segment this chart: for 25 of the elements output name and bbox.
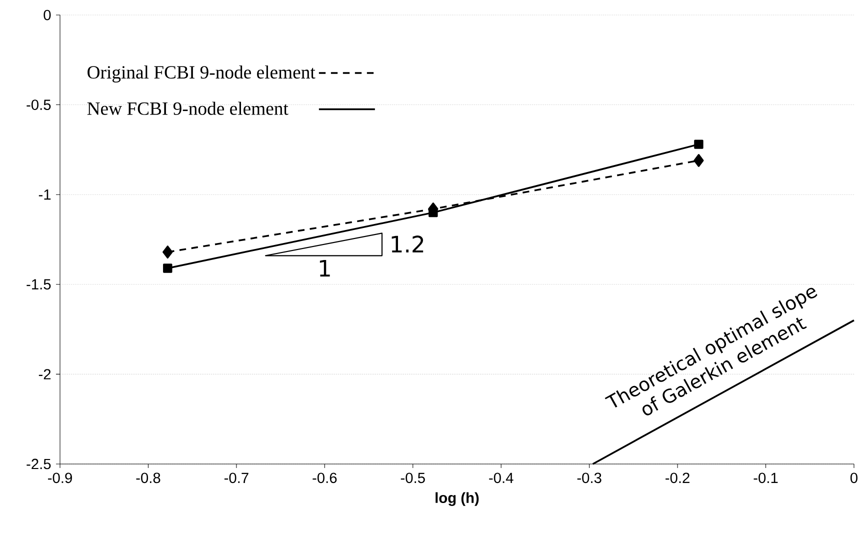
point <box>694 140 704 149</box>
x-tick-label: 0 <box>850 472 858 484</box>
point <box>162 246 173 259</box>
x-tick-label: -0.3 <box>577 472 602 484</box>
y-tick-label: -2 <box>38 369 51 380</box>
x-axis-title: log (h) <box>436 492 479 506</box>
x-tick-label: -0.1 <box>754 472 778 484</box>
point <box>163 264 172 273</box>
y-tick-label: -1 <box>38 190 51 200</box>
annotation: 1 <box>320 260 330 276</box>
point <box>694 154 704 167</box>
x-tick-label: -0.4 <box>489 472 514 484</box>
x-tick-label: -0.2 <box>666 472 690 484</box>
x-tick-label: -0.8 <box>136 472 160 484</box>
y-tick-label: -2.5 <box>26 458 51 470</box>
x-tick-label: -0.6 <box>312 472 337 484</box>
x-tick-label: -0.9 <box>48 472 72 484</box>
x-tick-label: -0.5 <box>400 472 425 484</box>
legend-label: Original FCBI 9-node element <box>88 65 316 82</box>
y-tick-label: 0 <box>44 10 51 20</box>
legend-label: New FCBI 9-node element <box>87 102 288 115</box>
annotation: 1.2 <box>392 236 424 252</box>
x-tick-label: -0.7 <box>224 472 248 484</box>
y-tick-label: -1.5 <box>26 279 51 290</box>
y-tick-label: -0.5 <box>26 100 51 110</box>
